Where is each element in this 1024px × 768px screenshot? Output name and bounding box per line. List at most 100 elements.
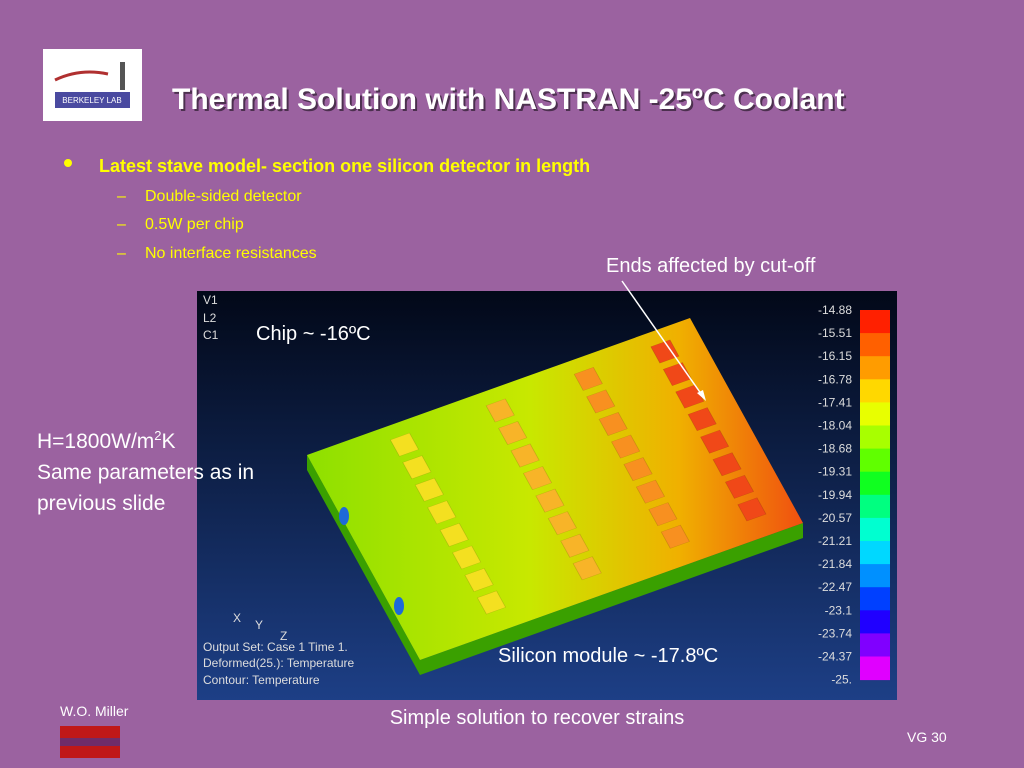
chip xyxy=(560,533,590,558)
callout-silicon: Silicon module ~ -17.8ºC xyxy=(498,645,718,667)
chip xyxy=(498,421,528,445)
bullet-main: Latest stave model- section one silicon … xyxy=(99,156,590,176)
colorbar-cell xyxy=(860,333,890,357)
dash: – xyxy=(117,188,126,205)
chip xyxy=(611,434,641,459)
callout-h: H=1800W/m2K xyxy=(37,428,176,453)
colorbar-label: -16.15 xyxy=(818,349,852,363)
callout-previous: previous slide xyxy=(37,492,165,515)
colorbar-label: -24.37 xyxy=(818,650,852,664)
view-label: C1 xyxy=(203,328,219,342)
colorbar-cell xyxy=(860,471,890,496)
chip xyxy=(724,474,755,499)
axis-label: X xyxy=(233,611,241,625)
chip xyxy=(522,466,553,491)
colorbar-label: -17.41 xyxy=(818,395,852,409)
logo-arc xyxy=(54,70,109,82)
colorbar-label: -15.51 xyxy=(818,326,852,340)
footer-page: VG 30 xyxy=(907,729,947,745)
chip xyxy=(427,500,457,525)
colorbar-cell xyxy=(860,564,890,588)
logo-band xyxy=(55,92,130,108)
colorbar-cell xyxy=(860,448,890,473)
axis-label: Z xyxy=(280,629,287,643)
chip xyxy=(712,452,742,477)
colorbar-cell xyxy=(860,587,890,611)
callout-ends: Ends affected by cut-off xyxy=(606,255,816,277)
plate-side xyxy=(307,455,803,675)
chip xyxy=(737,497,767,522)
colorbar-cell xyxy=(860,517,890,542)
chip xyxy=(464,568,494,592)
colorbar-label: -23.74 xyxy=(818,626,852,640)
colorbar-label: -21.84 xyxy=(818,557,852,571)
chip-group xyxy=(389,339,767,615)
title: Thermal Solution with NASTRAN -25ºC Cool… xyxy=(172,83,845,116)
arrow-head xyxy=(697,390,706,401)
chip xyxy=(452,545,482,570)
chip xyxy=(662,362,692,387)
colorbar-cell xyxy=(860,310,890,334)
chip xyxy=(586,389,616,414)
logo-label: BERKELEY LAB xyxy=(62,96,121,105)
colorbar-label: -25. xyxy=(831,673,852,687)
callout-same: Same parameters as in xyxy=(37,461,254,484)
colorbar-cell xyxy=(860,610,890,634)
chip xyxy=(598,412,628,436)
colorbar-label: -18.04 xyxy=(818,419,852,433)
chip xyxy=(547,511,577,536)
chip xyxy=(402,455,432,480)
bullet-sub: Double-sided detector xyxy=(145,188,302,205)
bullet-dot xyxy=(64,159,72,167)
colorbar-cell xyxy=(860,494,890,519)
info-line: Deformed(25.): Temperature xyxy=(203,656,355,670)
colorbar-label: -21.21 xyxy=(818,534,852,548)
colorbar-label: -23.1 xyxy=(825,603,853,617)
caption: Simple solution to recover strains xyxy=(390,707,685,729)
colorbar-label: -16.78 xyxy=(818,372,852,386)
chip xyxy=(572,556,602,581)
colorbar-label: -18.68 xyxy=(818,442,852,456)
colorbar-cell xyxy=(860,379,890,403)
dash: – xyxy=(117,245,126,262)
title-shadow: Thermal Solution with NASTRAN -25ºC Cool… xyxy=(174,85,847,118)
colorbar-label: -22.47 xyxy=(818,580,852,594)
info-line: Contour: Temperature xyxy=(203,673,320,687)
colorbar: -14.88 -15.51 -16.15 -16.78 -17.41 -18.04 -18.… xyxy=(818,303,890,687)
h-text: H=1800W/m xyxy=(37,430,154,453)
colorbar-label: -19.31 xyxy=(818,465,852,479)
colorbar-label: -20.57 xyxy=(818,511,852,525)
arrow-line xyxy=(621,280,705,399)
chip xyxy=(623,457,653,482)
chip xyxy=(687,407,717,432)
colorbar-cell xyxy=(860,425,890,450)
chip xyxy=(635,479,666,504)
coolant-hole xyxy=(394,597,404,615)
footer-author: W.O. Miller xyxy=(60,703,129,719)
view-label: L2 xyxy=(203,311,217,325)
chip xyxy=(510,443,540,468)
colorbar-cell xyxy=(860,356,890,380)
chip xyxy=(660,524,690,549)
colorbar-cell xyxy=(860,656,890,681)
chip xyxy=(535,488,565,513)
colorbar-cell xyxy=(860,633,890,657)
colorbar-cell xyxy=(860,402,890,426)
chip xyxy=(389,432,420,457)
dash: – xyxy=(117,216,126,233)
chip xyxy=(476,590,507,615)
h-sup: 2 xyxy=(154,428,161,443)
h-text: K xyxy=(162,430,176,453)
chip xyxy=(485,398,515,423)
callout-chip: Chip ~ -16ºC xyxy=(256,323,371,345)
logo-tower xyxy=(120,62,125,90)
chip xyxy=(439,522,469,547)
colorbar-label: -14.88 xyxy=(818,303,852,317)
coolant-hole xyxy=(339,507,349,525)
view-label: V1 xyxy=(203,293,218,307)
axis-label: Y xyxy=(255,618,263,632)
logo-box xyxy=(43,49,142,121)
chip xyxy=(650,339,680,364)
